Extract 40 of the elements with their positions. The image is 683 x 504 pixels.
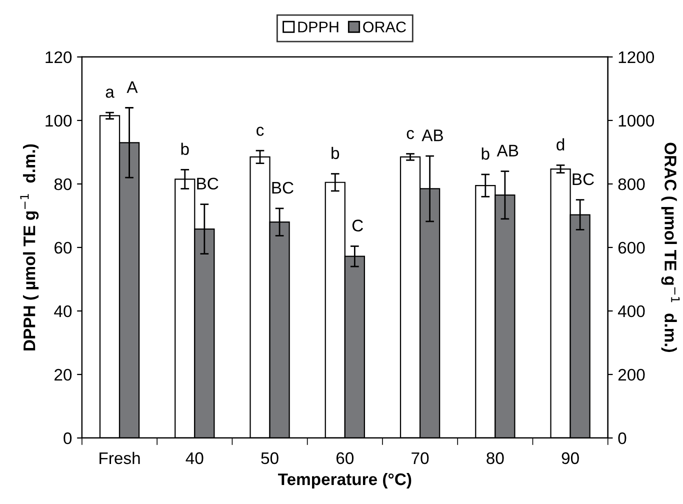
legend-label: ORAC xyxy=(363,22,406,32)
data-label: BC xyxy=(272,182,294,194)
data-label: d xyxy=(556,138,564,150)
legend-label: DPPH xyxy=(298,22,338,32)
x-axis-title: Temperature (°C) xyxy=(278,472,412,488)
x-tick-label: 40 xyxy=(186,452,204,464)
y2-axis-title: ORAC ( µmol TE g$^{−1}$ d.m.) xyxy=(661,142,680,352)
y-tick-label: 0 xyxy=(64,432,72,444)
x-tick-label: 80 xyxy=(486,452,504,464)
data-label: a xyxy=(106,88,114,98)
y2-tick-label: 400 xyxy=(618,305,645,318)
x-tick-label: Fresh xyxy=(100,452,140,464)
data-label: c xyxy=(256,126,264,136)
y-axis-title: DPPH ( µmol TE g$^{−1}$ d.m.) xyxy=(20,144,39,350)
data-label: C xyxy=(352,220,363,232)
data-label: AB xyxy=(422,130,443,142)
data-label: BC xyxy=(572,173,594,186)
x-tick-label: 90 xyxy=(562,452,579,464)
data-label: b xyxy=(332,146,340,160)
y2-tick-label: 200 xyxy=(618,368,645,381)
y2-tick-label: 1200 xyxy=(618,51,654,64)
y2-tick-label: 0 xyxy=(618,432,626,444)
y-tick-label: 120 xyxy=(46,51,72,64)
x-tick-label: 70 xyxy=(412,452,429,464)
y-tick-label: 20 xyxy=(54,368,72,381)
data-label: b xyxy=(181,142,189,155)
y2-tick-label: 600 xyxy=(618,242,645,254)
y-tick-label: 40 xyxy=(54,305,72,318)
x-tick-label: 60 xyxy=(336,452,354,464)
data-label: AB xyxy=(496,144,518,156)
data-label: BC xyxy=(197,178,218,190)
data-label: b xyxy=(482,147,490,160)
y-tick-label: 100 xyxy=(46,114,72,127)
x-tick-label: 50 xyxy=(261,452,278,464)
data-label: c xyxy=(406,130,414,140)
y2-tick-label: 1000 xyxy=(618,114,654,127)
data-label: A xyxy=(126,81,138,93)
y2-tick-label: 800 xyxy=(618,178,645,190)
y-tick-label: 80 xyxy=(54,178,72,190)
y-tick-label: 60 xyxy=(54,242,72,254)
